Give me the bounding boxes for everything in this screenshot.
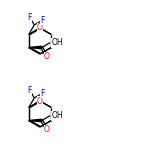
Text: F: F <box>28 13 32 22</box>
Text: F: F <box>28 86 32 95</box>
Text: F: F <box>40 16 44 25</box>
Text: O: O <box>37 24 43 33</box>
Text: OH: OH <box>51 38 63 47</box>
Polygon shape <box>29 119 42 122</box>
Text: O: O <box>37 97 43 105</box>
Text: O: O <box>44 52 50 61</box>
Text: O: O <box>44 125 50 134</box>
Text: F: F <box>40 89 44 98</box>
Polygon shape <box>29 46 42 49</box>
Text: OH: OH <box>51 111 63 120</box>
